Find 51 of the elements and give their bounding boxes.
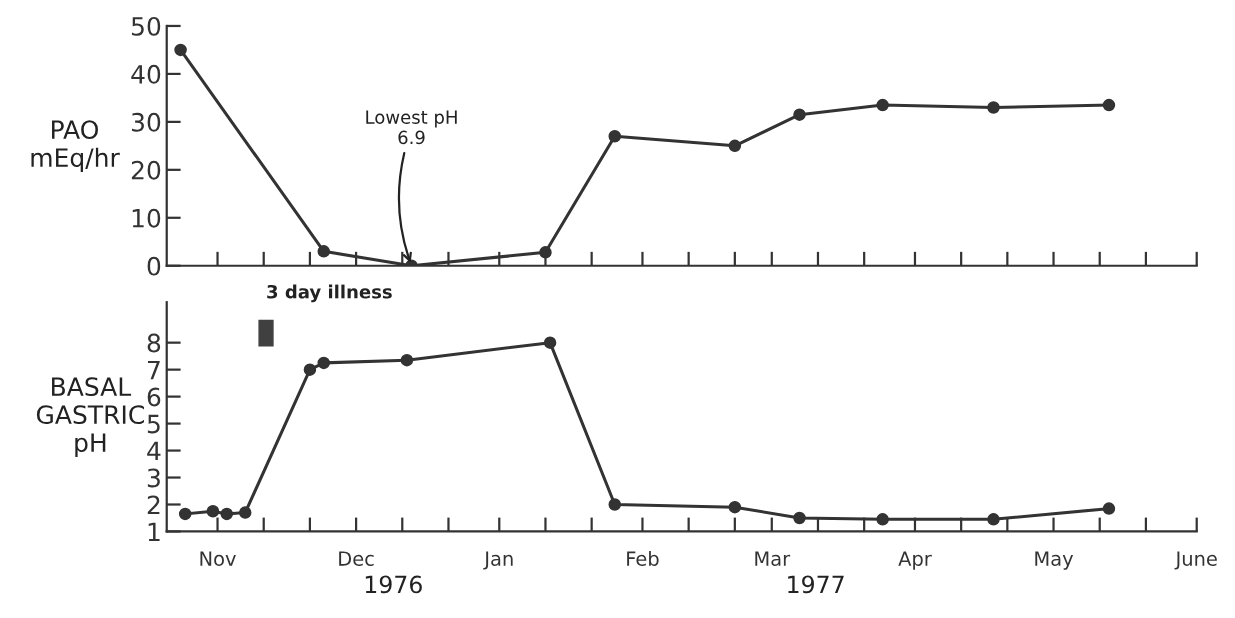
y-axis-title: BASAL GASTRIC pH bbox=[36, 377, 144, 457]
y-axis-title: PAO mEq/hr bbox=[31, 120, 120, 172]
point bbox=[539, 246, 552, 259]
point bbox=[178, 507, 192, 521]
y-tick-label: 1 bbox=[148, 522, 160, 541]
y-tick-label: 20 bbox=[131, 160, 161, 180]
band-label: 3 day illness bbox=[267, 284, 392, 303]
y-tick-label: 3 bbox=[147, 468, 160, 488]
point bbox=[608, 130, 621, 143]
y-tick-label: 50 bbox=[131, 16, 161, 36]
point bbox=[728, 500, 742, 514]
point bbox=[317, 245, 331, 258]
y-tick-label: 4 bbox=[147, 441, 161, 461]
point bbox=[174, 43, 187, 57]
point bbox=[1102, 502, 1116, 515]
point bbox=[220, 507, 234, 521]
point bbox=[793, 511, 806, 525]
y-tick-label: 0 bbox=[147, 256, 161, 276]
point bbox=[608, 498, 621, 511]
y-tick-label: 2 bbox=[147, 495, 160, 514]
x-tick-label: Nov bbox=[200, 551, 236, 566]
point bbox=[987, 101, 1000, 114]
point bbox=[238, 506, 252, 519]
x-tick-label: Feb bbox=[627, 550, 659, 566]
point bbox=[987, 513, 1000, 526]
x-tick-label: Apr bbox=[898, 551, 932, 570]
point bbox=[317, 356, 331, 370]
point bbox=[793, 108, 806, 121]
x-tick-label: May bbox=[1035, 551, 1074, 570]
y-tick-label: 30 bbox=[131, 112, 161, 132]
text: 1977 bbox=[788, 575, 844, 594]
point bbox=[206, 504, 220, 518]
annotation: Lowest pH 6.9 bbox=[366, 110, 457, 145]
point bbox=[876, 98, 889, 112]
y-tick-label: 40 bbox=[131, 64, 161, 84]
text: 1976 bbox=[365, 575, 422, 594]
point bbox=[303, 363, 317, 376]
x-tick-label: Jan bbox=[483, 551, 513, 570]
point bbox=[728, 139, 742, 153]
point bbox=[543, 336, 557, 349]
point bbox=[400, 353, 414, 367]
y-tick-label: 8 bbox=[147, 333, 161, 353]
point bbox=[876, 513, 889, 526]
y-tick-label: 7 bbox=[148, 360, 160, 380]
y-tick-label: 5 bbox=[147, 414, 160, 434]
y-tick-label: 10 bbox=[132, 208, 161, 228]
x-tick-label: June bbox=[1174, 551, 1217, 570]
x-tick-label: Dec bbox=[339, 551, 374, 566]
y-tick-label: 6 bbox=[147, 387, 161, 407]
point bbox=[1102, 98, 1116, 112]
x-tick-label: Mar bbox=[755, 551, 791, 566]
